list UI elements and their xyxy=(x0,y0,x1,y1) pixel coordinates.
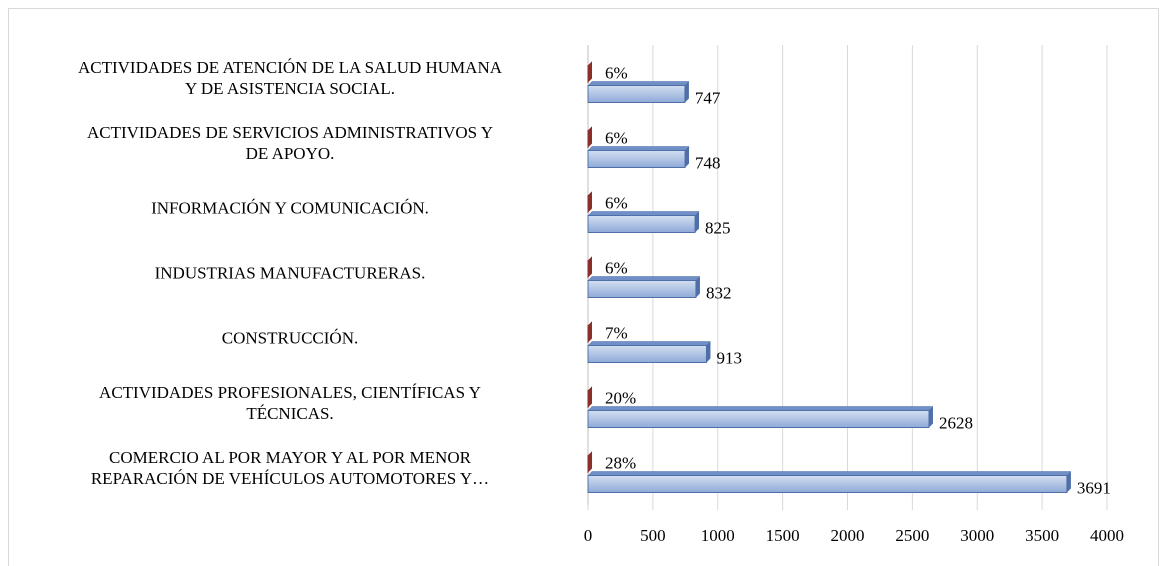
value-label: 28% xyxy=(605,453,636,472)
y-tick-label: ACTIVIDADES DE ATENCIÓN DE LA SALUD HUMA… xyxy=(77,57,503,98)
value-label: 20% xyxy=(605,388,636,407)
bar-depth xyxy=(695,211,700,233)
value-label: 913 xyxy=(716,348,742,367)
value-label: 6% xyxy=(605,128,628,147)
x-tick-label: 1000 xyxy=(701,526,735,545)
value-label: 747 xyxy=(695,88,721,107)
bar-depth xyxy=(588,191,593,213)
y-tick-label: CONSTRUCCIÓN. xyxy=(221,328,359,347)
value-label: 825 xyxy=(705,218,731,237)
bar xyxy=(587,215,696,233)
bar-depth xyxy=(587,146,690,151)
value-label: 6% xyxy=(605,63,628,82)
x-tick-label: 3000 xyxy=(960,526,994,545)
value-label: 748 xyxy=(695,153,721,172)
frame xyxy=(8,8,1159,566)
bar-depth xyxy=(685,146,690,168)
bar-depth xyxy=(695,276,700,298)
bar xyxy=(587,150,686,168)
bar-depth xyxy=(587,471,1072,476)
bar xyxy=(587,345,707,363)
value-label: 6% xyxy=(605,258,628,277)
bar xyxy=(587,475,1068,493)
value-label: 6% xyxy=(605,193,628,212)
bar xyxy=(587,85,686,103)
x-tick-label: 2000 xyxy=(831,526,865,545)
x-tick-label: 1500 xyxy=(766,526,800,545)
y-tick-label: ACTIVIDADES DE SERVICIOS ADMINISTRATIVOS… xyxy=(86,122,494,163)
bar-depth xyxy=(588,61,593,83)
x-tick-label: 2500 xyxy=(895,526,929,545)
bar-depth xyxy=(928,406,933,428)
value-label: 2628 xyxy=(939,413,973,432)
bar xyxy=(587,280,697,298)
bar-depth xyxy=(588,451,593,473)
x-tick-label: 0 xyxy=(584,526,593,545)
y-tick-label: INDUSTRIAS MANUFACTURERAS. xyxy=(154,263,426,282)
y-tick-label: ACTIVIDADES PROFESIONALES, CIENTÍFICAS Y… xyxy=(99,382,481,423)
value-label: 7% xyxy=(605,323,628,342)
bar-depth xyxy=(588,126,593,148)
bar-depth xyxy=(587,81,690,86)
bar-depth xyxy=(587,406,934,411)
bar-depth xyxy=(706,341,711,363)
value-label: 3691 xyxy=(1077,478,1111,497)
bar-depth xyxy=(1066,471,1071,493)
x-tick-label: 3500 xyxy=(1025,526,1059,545)
bar-depth xyxy=(588,386,593,408)
bar-depth xyxy=(588,256,593,278)
bar xyxy=(587,410,930,428)
bar-depth xyxy=(588,321,593,343)
bar-depth xyxy=(684,81,689,103)
value-label: 832 xyxy=(706,283,732,302)
x-tick-label: 500 xyxy=(640,526,666,545)
y-tick-label: INFORMACIÓN Y COMUNICACIÓN. xyxy=(151,198,429,217)
y-tick-label: COMERCIO AL POR MAYOR Y AL POR MENOR REP… xyxy=(90,447,490,488)
x-tick-label: 4000 xyxy=(1090,526,1124,545)
